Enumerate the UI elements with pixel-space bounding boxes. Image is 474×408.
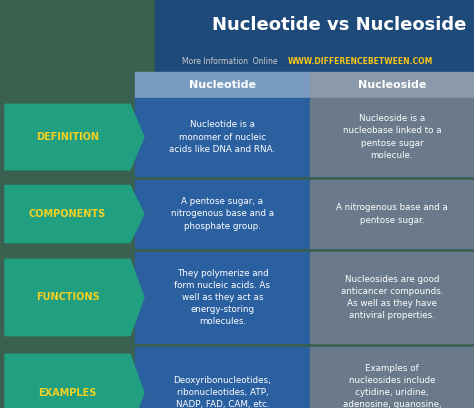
Polygon shape (5, 259, 144, 336)
Bar (310, 72, 474, 98)
Bar (310, 347, 474, 408)
Bar (155, 52, 474, 72)
Polygon shape (5, 186, 144, 243)
Text: Nucleotide: Nucleotide (189, 80, 256, 90)
Text: Nucleotide vs Nucleoside: Nucleotide vs Nucleoside (211, 16, 466, 34)
Text: Deoxyribonucleotides,
ribonucleotides, ATP,
NADP, FAD, CAM, etc.: Deoxyribonucleotides, ribonucleotides, A… (173, 376, 272, 408)
Bar (155, 0, 474, 52)
Bar (310, 252, 474, 343)
Bar (135, 252, 310, 343)
Text: EXAMPLES: EXAMPLES (38, 388, 97, 397)
Text: WWW.DIFFERENCEBETWEEN.COM: WWW.DIFFERENCEBETWEEN.COM (287, 58, 433, 67)
Bar (310, 180, 474, 248)
Text: COMPONENTS: COMPONENTS (29, 209, 106, 219)
Text: Examples of
nucleosides include
cytidine, uridine,
adenosine, guanosine,
thymidi: Examples of nucleosides include cytidine… (342, 364, 442, 408)
Text: Nucleoside is a
nucleobase linked to a
pentose sugar
molecule.: Nucleoside is a nucleobase linked to a p… (343, 114, 441, 160)
Text: A pentose sugar, a
nitrogenous base and a
phosphate group.: A pentose sugar, a nitrogenous base and … (171, 197, 274, 231)
Text: A nitrogenous base and a
pentose sugar.: A nitrogenous base and a pentose sugar. (336, 204, 448, 224)
Bar (135, 98, 310, 176)
Polygon shape (5, 104, 144, 170)
Bar (135, 72, 310, 98)
Text: They polymerize and
form nucleic acids. As
well as they act as
energy-storing
mo: They polymerize and form nucleic acids. … (174, 269, 271, 326)
Text: Nucleotide is a
monomer of nucleic
acids like DNA and RNA.: Nucleotide is a monomer of nucleic acids… (170, 120, 275, 154)
Bar (135, 180, 310, 248)
Text: DEFINITION: DEFINITION (36, 132, 99, 142)
Polygon shape (5, 354, 144, 408)
Bar (135, 347, 310, 408)
Text: FUNCTIONS: FUNCTIONS (36, 293, 100, 302)
Bar (310, 98, 474, 176)
Text: Nucleosides are good
anticancer compounds.
As well as they have
antiviral proper: Nucleosides are good anticancer compound… (341, 275, 443, 320)
Text: Nucleoside: Nucleoside (358, 80, 426, 90)
Text: More Information  Online: More Information Online (182, 58, 278, 67)
